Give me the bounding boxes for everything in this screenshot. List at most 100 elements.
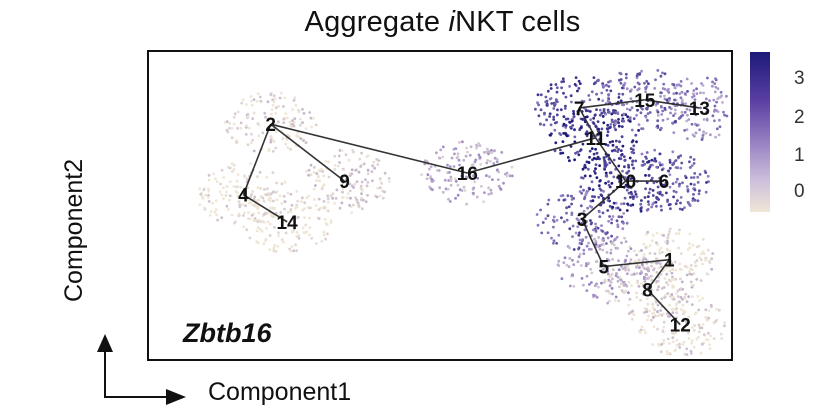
cell-point — [693, 253, 696, 256]
cell-point — [660, 208, 663, 212]
cell-point — [683, 297, 687, 300]
cell-point — [625, 87, 629, 91]
cell-point — [584, 235, 588, 239]
cell-point — [635, 140, 638, 144]
cell-point — [553, 149, 557, 153]
cell-point — [572, 115, 576, 119]
cell-point — [602, 190, 605, 193]
cell-point — [689, 349, 693, 353]
cluster-label: 13 — [689, 99, 710, 120]
cell-point — [571, 273, 574, 277]
cell-point — [251, 203, 255, 207]
cell-point — [480, 184, 483, 188]
cell-point — [697, 330, 701, 334]
cell-point — [700, 82, 703, 85]
cell-point — [463, 189, 467, 192]
cell-point — [589, 118, 593, 121]
cell-point — [553, 104, 556, 107]
cell-point — [240, 101, 244, 105]
cell-point — [302, 207, 306, 211]
cell-point — [629, 258, 633, 261]
cell-point — [614, 139, 618, 143]
cell-point — [683, 92, 687, 95]
cell-point — [597, 97, 601, 101]
cell-point — [645, 157, 648, 160]
cell-point — [244, 204, 248, 208]
cell-point — [646, 230, 650, 234]
cell-point — [594, 163, 598, 167]
cell-point — [681, 303, 685, 307]
cell-point — [676, 295, 680, 298]
cell-point — [598, 187, 602, 191]
cell-point — [572, 263, 576, 266]
cell-point — [688, 160, 691, 164]
cell-point — [658, 161, 662, 165]
cell-point — [711, 252, 715, 256]
cell-point — [666, 283, 670, 287]
cell-point — [718, 118, 721, 122]
cell-point — [247, 201, 251, 205]
cell-point — [668, 161, 672, 164]
cell-point — [485, 174, 488, 177]
cell-point — [613, 149, 617, 152]
cell-point — [627, 249, 630, 253]
cell-point — [225, 204, 229, 208]
cell-point — [557, 198, 561, 202]
cell-point — [458, 163, 461, 167]
cell-point — [464, 154, 468, 158]
cell-point — [617, 118, 620, 121]
cell-point — [605, 268, 609, 272]
cell-point — [678, 267, 682, 271]
cell-point — [595, 151, 599, 155]
cell-point — [219, 182, 222, 186]
cell-point — [573, 158, 576, 162]
cell-point — [282, 240, 285, 244]
cell-point — [439, 148, 443, 152]
cell-point — [642, 277, 646, 281]
cell-point — [599, 193, 603, 197]
cell-point — [548, 97, 552, 101]
cell-point — [317, 168, 321, 172]
cell-point — [534, 107, 537, 111]
cell-point — [649, 288, 653, 292]
cell-point — [698, 256, 702, 260]
cell-point — [601, 229, 604, 233]
cell-point — [568, 284, 572, 288]
cell-point — [446, 163, 449, 167]
cell-point — [366, 168, 370, 172]
cell-point — [580, 176, 583, 179]
cell-point — [665, 272, 669, 276]
cell-point — [620, 279, 623, 282]
cell-point — [375, 195, 379, 199]
cell-point — [255, 229, 259, 233]
cell-point — [604, 181, 607, 185]
cell-point — [678, 342, 681, 346]
cell-point — [617, 164, 621, 168]
cell-point — [612, 158, 616, 162]
cell-point — [662, 286, 666, 289]
cell-point — [477, 142, 480, 145]
cell-point — [296, 199, 300, 203]
cell-point — [721, 101, 724, 104]
cell-point — [690, 82, 693, 85]
cell-point — [309, 116, 313, 120]
cell-point — [656, 124, 660, 128]
cell-point — [655, 231, 659, 235]
cell-point — [709, 334, 713, 338]
cell-point — [226, 165, 230, 169]
cell-point — [623, 165, 626, 169]
cell-point — [611, 257, 614, 261]
cell-point — [292, 227, 296, 231]
cell-point — [264, 237, 268, 241]
cell-point — [317, 197, 321, 201]
cell-point — [605, 174, 609, 178]
cell-point — [207, 173, 211, 177]
cell-point — [661, 193, 664, 197]
cell-point — [249, 195, 253, 199]
cell-point — [589, 219, 592, 222]
cell-point — [584, 166, 587, 169]
cell-point — [305, 169, 308, 173]
cell-point — [235, 179, 239, 183]
cell-point — [338, 206, 342, 210]
cell-point — [622, 202, 626, 206]
